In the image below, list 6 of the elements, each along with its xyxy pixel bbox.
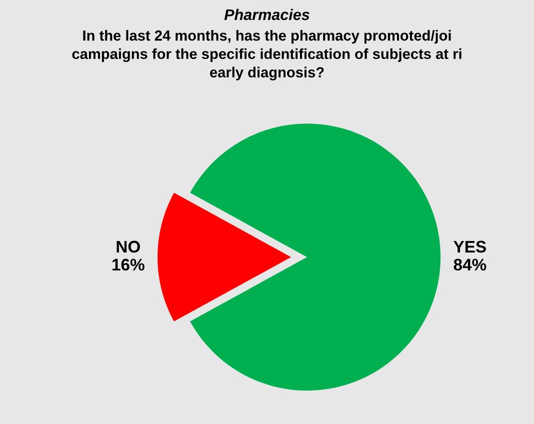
slice-label: NO: [116, 240, 140, 253]
slice-label: YES: [454, 240, 486, 253]
chart-subtitle: In the last 24 months, has the pharmacy promoted/joi campaigns for the specific identification of subjects at ri early diagnosis?: [72, 30, 462, 80]
data-label: 16%: [112, 258, 144, 271]
chart-title: Pharmacies: [224, 8, 310, 20]
data-label: 84%: [454, 258, 486, 271]
